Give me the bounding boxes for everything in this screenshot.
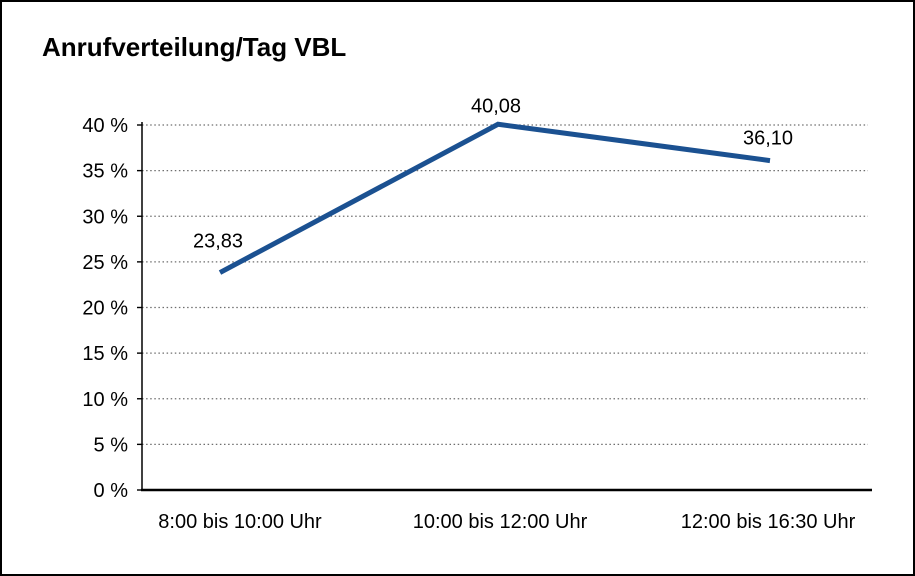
y-tick-label: 5 % xyxy=(94,434,129,456)
data-point-label: 40,08 xyxy=(471,95,521,117)
x-category-label: 10:00 bis 12:00 Uhr xyxy=(413,511,588,533)
y-tick-label: 25 % xyxy=(82,252,128,274)
y-tick-label: 0 % xyxy=(94,480,129,502)
x-category-label: 12:00 bis 16:30 Uhr xyxy=(681,511,856,533)
y-tick-label: 30 % xyxy=(82,206,128,228)
y-tick-label: 10 % xyxy=(82,389,128,411)
data-point-label: 36,10 xyxy=(743,128,793,150)
y-tick-label: 35 % xyxy=(82,161,128,183)
y-tick-label: 15 % xyxy=(82,343,128,365)
data-series-line xyxy=(218,121,771,275)
x-category-label: 8:00 bis 10:00 Uhr xyxy=(158,511,322,533)
y-tick-label: 40 % xyxy=(82,115,128,137)
chart-title: Anrufverteilung/Tag VBL xyxy=(42,32,347,62)
y-tick-label: 20 % xyxy=(82,298,128,320)
data-point-label: 23,83 xyxy=(193,231,243,253)
